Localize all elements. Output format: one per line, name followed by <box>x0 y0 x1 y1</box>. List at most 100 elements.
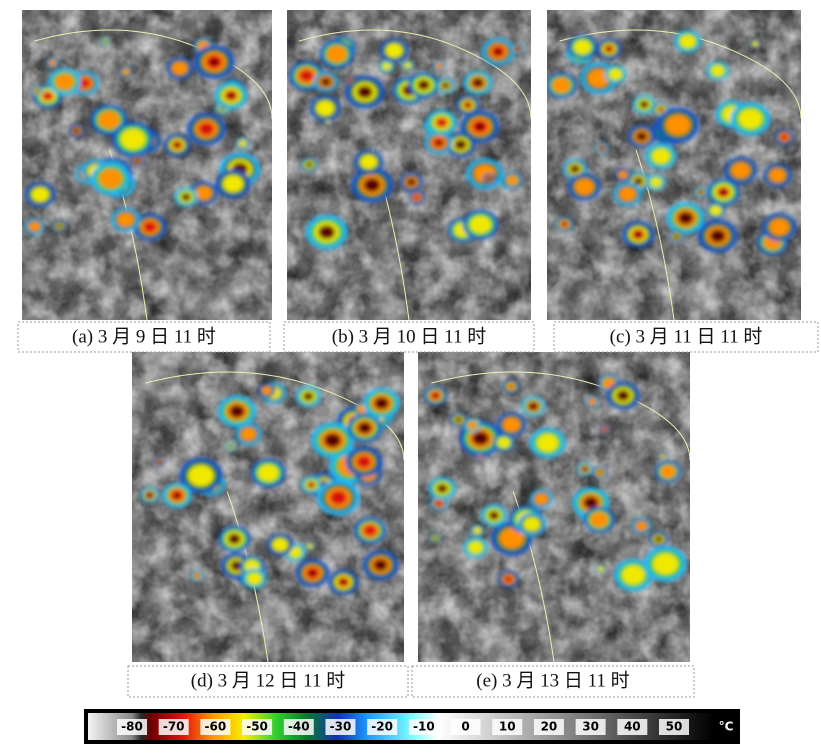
cloud-cell <box>356 455 372 468</box>
cloud-cell <box>709 229 726 243</box>
cloud-cell <box>618 187 637 202</box>
cloud-cell <box>467 421 478 430</box>
cloud-cell <box>328 436 337 444</box>
cloud-cell <box>222 175 244 193</box>
cloud-cell <box>230 560 243 571</box>
cloud-cell <box>486 176 493 182</box>
cloud-cell <box>635 521 648 531</box>
cloud-cell <box>54 73 75 90</box>
cloud-cell <box>309 570 316 576</box>
cloud-cell <box>738 108 763 129</box>
colorbar-label-bg <box>617 719 648 735</box>
cloud-cell <box>227 92 235 99</box>
cloud-cell <box>636 131 648 141</box>
cloud-cell <box>621 565 645 585</box>
cloud-cell <box>652 553 679 575</box>
satellite-image <box>132 352 404 662</box>
cloud-cell <box>359 154 378 170</box>
cloud-cell <box>472 527 482 535</box>
cloud-cell <box>174 142 180 148</box>
cloud-cell <box>439 486 445 491</box>
cloud-cell <box>360 88 369 96</box>
coastline <box>559 29 801 320</box>
cloud-cell <box>228 444 234 449</box>
cloud-cell <box>48 59 57 66</box>
cloud-cell <box>409 180 414 185</box>
cloud-cell <box>120 128 146 150</box>
cloud-cell <box>194 573 200 578</box>
cloud-cell <box>665 114 691 136</box>
cloud-cell <box>367 181 377 189</box>
cloud-cell <box>229 404 245 418</box>
image-content <box>132 352 404 662</box>
cloud-cell <box>382 62 392 71</box>
colorbar-label: -40 <box>288 720 310 734</box>
cloud-cell <box>488 511 500 520</box>
cloud-cell <box>35 90 39 93</box>
cloud-cell <box>98 168 123 189</box>
panels <box>22 10 801 662</box>
caption: (a) 3 月 9 日 11 时 <box>72 325 216 347</box>
cloud-cell <box>650 177 662 188</box>
cloud-cell <box>583 467 587 471</box>
cloud-cell <box>373 559 388 571</box>
cloud-cell <box>639 100 649 109</box>
cloud-cell <box>515 46 521 51</box>
cloud-cell <box>468 541 483 554</box>
cloud-cell <box>188 464 214 487</box>
colorbar-label-bg <box>200 719 231 735</box>
colorbar-label: 10 <box>499 720 516 734</box>
cloud-cell <box>348 78 353 83</box>
cloud-cell <box>456 418 461 422</box>
cloud-cell <box>435 140 442 145</box>
convection <box>424 374 687 592</box>
cloud-cell <box>583 496 599 509</box>
cloud-cell <box>659 453 666 459</box>
colorbar-label: -80 <box>121 720 143 734</box>
cloud-cell <box>305 394 311 399</box>
cloud-cell <box>57 225 61 228</box>
image-content <box>418 352 690 662</box>
cloud-cell <box>326 45 347 63</box>
caption-box <box>17 321 271 353</box>
cloud-cell <box>654 536 663 543</box>
cloud-cell <box>660 465 676 479</box>
cloud-cell <box>385 43 403 58</box>
cloud-cell <box>506 175 519 186</box>
cloud-cell <box>31 187 50 202</box>
caption: (b) 3 月 10 日 11 时 <box>332 325 486 347</box>
cloud-cell <box>572 167 578 172</box>
cloud-cell <box>307 543 313 549</box>
cloud-cell <box>420 82 427 88</box>
colorbar-label-bg <box>450 719 481 735</box>
cloud-cell <box>602 427 607 431</box>
image-content <box>22 10 272 320</box>
colorbar-label-bg <box>283 719 314 735</box>
satellite-image <box>547 10 801 320</box>
colorbar-label-bg <box>117 719 147 735</box>
caption: (d) 3 月 12 日 11 时 <box>191 669 345 691</box>
cloud-cell <box>674 235 678 238</box>
cloud-cell <box>619 392 627 399</box>
cloud-cell <box>562 222 567 226</box>
cloud-cell <box>710 65 725 77</box>
cloud-cell <box>374 397 389 410</box>
cloud-cell <box>322 228 331 236</box>
cloud-cell <box>288 546 302 558</box>
cloud-cell <box>195 186 213 201</box>
cloud-cell <box>97 110 120 129</box>
cloud-cell <box>573 39 592 55</box>
caption-box <box>127 665 409 698</box>
cloud-cell <box>181 193 191 201</box>
cloud-cell <box>173 492 180 498</box>
cloud-cell <box>507 383 515 390</box>
cloud-cell <box>677 211 694 225</box>
colorbar-label: -10 <box>413 720 435 734</box>
colorbar-label: 20 <box>541 720 558 734</box>
cloud-cell <box>465 103 471 108</box>
cloud-cell <box>340 579 347 585</box>
colorbar-label: 0 <box>461 720 469 734</box>
cloud-cell <box>751 41 759 47</box>
cloud-cell <box>457 142 464 148</box>
